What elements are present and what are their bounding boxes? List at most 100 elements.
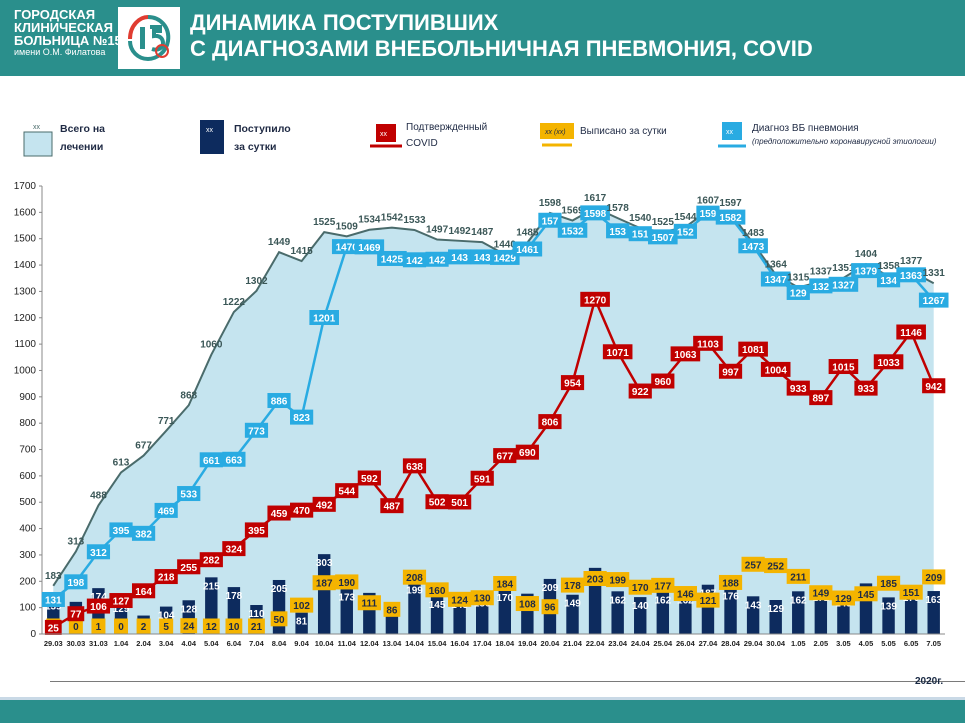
x-tick-label: 12.04 [360,639,380,648]
discharged-label: 209 [925,573,942,584]
covid-label: 922 [632,387,649,398]
covid-label: 106 [90,602,107,613]
admitted-bar [656,591,670,634]
admitted-label: 170 [496,593,513,604]
footer-divider [50,681,965,682]
total-label: 1351 [832,263,855,274]
covid-label: 487 [384,502,401,513]
title-line-2: С ДИАГНОЗАМИ ВНЕБОЛЬНИЧНАЯ ПНЕВМОНИЯ, CO… [190,36,813,61]
covid-label-box [86,598,111,614]
admitted-label: 81 [296,617,308,628]
covid-label-box [380,498,404,514]
total-label: 1492 [449,226,472,237]
covid-label: 324 [226,545,243,556]
covid-label-box [922,378,946,394]
pneumonia-label-box [244,422,269,438]
total-label: 1415 [290,246,313,257]
total-label: 1331 [923,268,946,279]
discharged-label: 145 [858,590,875,601]
pneumonia-label-box [489,249,520,265]
x-tick-label: 6.04 [227,639,242,648]
org-line-4: имени О.М. Филатова [14,47,106,57]
covid-label-box [809,390,833,406]
total-label: 1540 [629,213,652,224]
pneumonia-label-box [715,209,746,225]
discharged-label-box [248,618,265,634]
org-line-3: БОЛЬНИЦА №15 [14,33,122,48]
discharged-label: 146 [677,590,694,601]
pneumonia-label: 382 [135,529,152,540]
legend-covid: xx Подтвержденный COVID [370,122,487,149]
admitted-bar [634,597,647,634]
y-tick-label: 800 [19,418,36,429]
total-label: 1569 [561,206,584,217]
legend-total-marker: xx [33,124,41,131]
total-label: 313 [68,537,85,548]
covid-label: 1004 [765,365,788,376]
discharged-label-box [541,599,559,615]
legend-admitted-label-1: Поступило [234,123,291,135]
discharged-label: 5 [163,622,169,633]
x-tick-label: 18.04 [495,639,515,648]
covid-label-box [580,291,610,307]
pneumonia-label-box [377,250,407,266]
pneumonia-label-box [538,212,562,228]
admitted-bar [904,589,918,634]
admitted-label: 178 [226,591,243,602]
admitted-bar [746,596,760,634]
legend-admitted: xx Поступило за сутки [200,120,291,154]
y-tick-label: 1700 [14,181,37,192]
discharged-label-box [922,569,946,585]
discharged-label-box [741,556,765,572]
total-label: 1525 [313,217,336,228]
x-tick-label: 9.04 [294,639,309,648]
covid-label-box [873,354,904,370]
x-tick-label: 6.05 [904,639,919,648]
pneumonia-label: 1582 [719,213,742,224]
x-tick-label: 13.04 [383,639,403,648]
covid-label: 77 [70,610,82,621]
pneumonia-label: 198 [68,578,85,589]
pneumonia-label-box [876,272,901,288]
pneumonia-label-box [290,409,314,425]
covid-label-box [670,346,701,362]
covid-label: 1071 [607,348,630,359]
pneumonia-label: 129 [790,288,807,299]
pneumonia-label-box [512,241,543,257]
legend-discharged: xx (xx) Выписано за сутки [540,123,667,147]
discharged-label-box [68,618,83,634]
covid-label-box [290,502,314,518]
discharged-label-box [402,569,427,585]
admitted-label: 128 [180,604,197,615]
legend-pneumonia-swatch [722,122,742,140]
x-tick-label: 26.04 [676,639,696,648]
covid-label: 592 [361,474,378,485]
pneumonia-label: 157 [542,216,559,227]
admitted-bar [792,591,805,634]
total-label: 1607 [697,196,720,207]
admitted-label: 199 [406,586,423,597]
discharged-label-box [470,590,494,606]
total-label: 1364 [765,260,788,271]
x-tick-label: 2.05 [814,639,829,648]
y-tick-label: 200 [19,576,36,587]
discharged-label-box [718,574,743,590]
covid-label: 960 [654,377,671,388]
admitted-bar [566,594,579,634]
legend-discharged-swatch [540,123,574,139]
pneumonia-label-box [64,574,88,590]
pneumonia-label-box [448,249,472,265]
x-tick-label: 29.03 [44,639,63,648]
pneumonia-label-box [673,223,697,239]
discharged-label-box [312,575,336,591]
discharged-label: 188 [722,578,739,589]
pneumonia-label: 1201 [313,314,336,325]
discharged-label-box [854,586,878,602]
x-tick-label: 21.04 [563,639,583,648]
admitted-bar [430,595,444,634]
discharged-label: 111 [362,599,378,610]
pneumonia-label-box [109,522,133,538]
discharged-label: 96 [544,603,556,614]
discharged-label-box [270,611,288,627]
discharged-label: 1 [96,622,102,633]
